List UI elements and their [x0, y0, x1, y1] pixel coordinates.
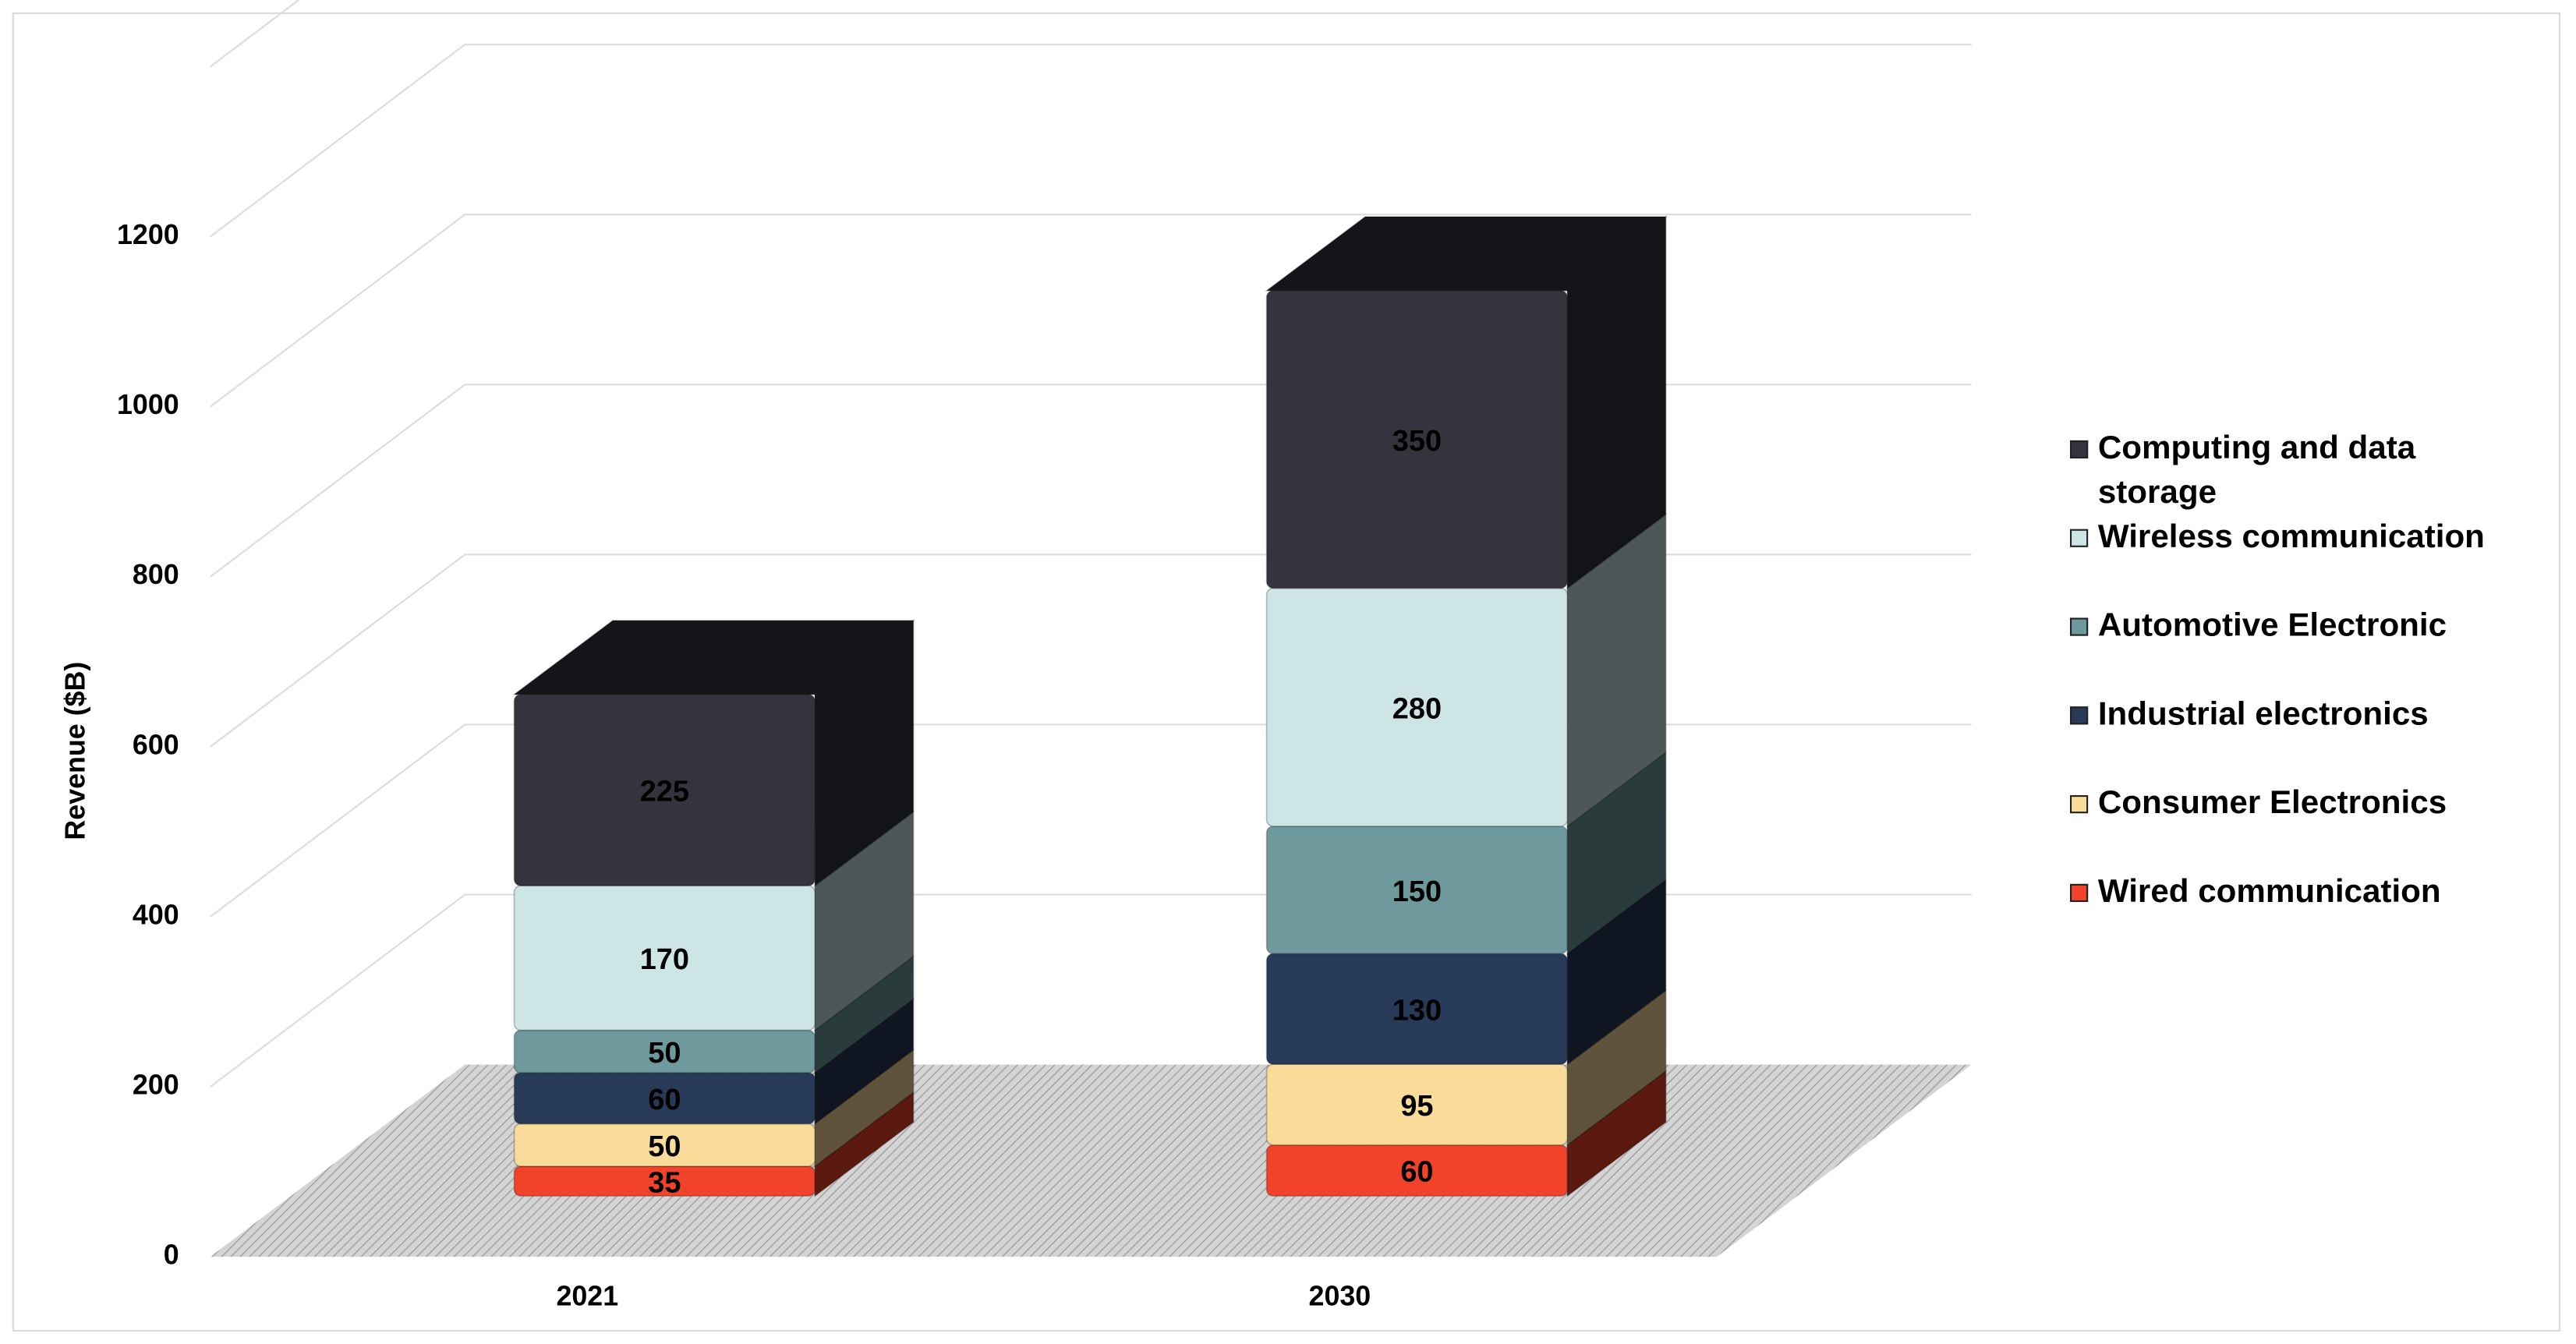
legend-swatch [2070, 529, 2089, 547]
legend-entry: Computing and data storage [2070, 427, 2539, 516]
value-label: 150 [1392, 875, 1442, 908]
value-label: 170 [640, 943, 689, 976]
legend-swatch [2070, 440, 2089, 459]
bar-segment [513, 1091, 915, 1197]
value-label: 50 [648, 1130, 681, 1163]
legend-swatch [2070, 617, 2089, 636]
legend-swatch [2070, 706, 2089, 725]
legend-item: Wireless communication [2070, 516, 2539, 561]
legend-swatch [2070, 795, 2089, 814]
value-label: 60 [648, 1084, 681, 1116]
wall-top [210, 0, 300, 68]
grid-line [210, 44, 1972, 238]
legend-item: Computing and data storage [2070, 427, 2539, 516]
bar [1265, 290, 1569, 589]
bar-segment [513, 997, 915, 1126]
bar-segment [513, 1048, 915, 1168]
value-label: 95 [1400, 1090, 1433, 1123]
legend-item: Consumer Electronics [2070, 782, 2539, 826]
legend-item: Industrial electronics [2070, 693, 2539, 737]
value-label: 350 [1392, 425, 1442, 458]
y-tick-label: 1000 [117, 389, 179, 420]
legend-entry: Automotive Electronic [2070, 605, 2539, 649]
legend-label: Consumer Electronics [2097, 785, 2447, 822]
y-tick-label: 1200 [117, 219, 179, 250]
legend-entry: Wired communication [2070, 871, 2539, 915]
bar [1265, 825, 1569, 955]
legend-entry: Consumer Electronics [2070, 782, 2539, 826]
legend-label: Industrial electronics [2097, 696, 2429, 733]
legend-label: Wired communication [2097, 874, 2441, 911]
floor [210, 1064, 1972, 1257]
bar-segment [1265, 1070, 1667, 1197]
bar-segment [512, 619, 916, 887]
value-label: 60 [1400, 1156, 1433, 1189]
x-tick-label: 2030 [1309, 1280, 1371, 1311]
legend-entry: Industrial electronics [2070, 693, 2539, 737]
grid-line [210, 214, 1972, 408]
legend-label: Computing and data storage [2097, 430, 2416, 511]
y-tick-label: 800 [133, 559, 179, 590]
y-tick-label: 400 [133, 899, 179, 930]
y-axis-title: Revenue ($B) [60, 662, 91, 840]
value-label: 225 [640, 776, 689, 808]
y-tick-label: 200 [133, 1070, 179, 1101]
legend-entry: Wireless communication [2070, 516, 2539, 561]
bar-segment [513, 955, 915, 1074]
bar-segment [1265, 751, 1667, 956]
bar-segment [513, 810, 915, 1032]
bar-segment [1265, 513, 1667, 828]
value-label: 280 [1392, 692, 1442, 725]
legend-label: Wireless communication [2097, 519, 2485, 556]
bar [1265, 1144, 1569, 1197]
legend-label: Automotive Electronic [2097, 607, 2447, 645]
x-tick-label: 2021 [556, 1280, 618, 1311]
y-tick-label: 600 [133, 729, 179, 760]
legend-swatch [2070, 883, 2089, 902]
bar-segment [1265, 215, 1668, 590]
bar [513, 693, 816, 887]
value-label: 130 [1392, 995, 1442, 1027]
value-label: 35 [648, 1166, 681, 1199]
legend-item: Wired communication [2070, 871, 2539, 915]
value-label: 50 [648, 1037, 681, 1070]
legend-item: Automotive Electronic [2070, 605, 2539, 649]
y-tick-label: 0 [164, 1240, 179, 1271]
bar [513, 1029, 816, 1073]
